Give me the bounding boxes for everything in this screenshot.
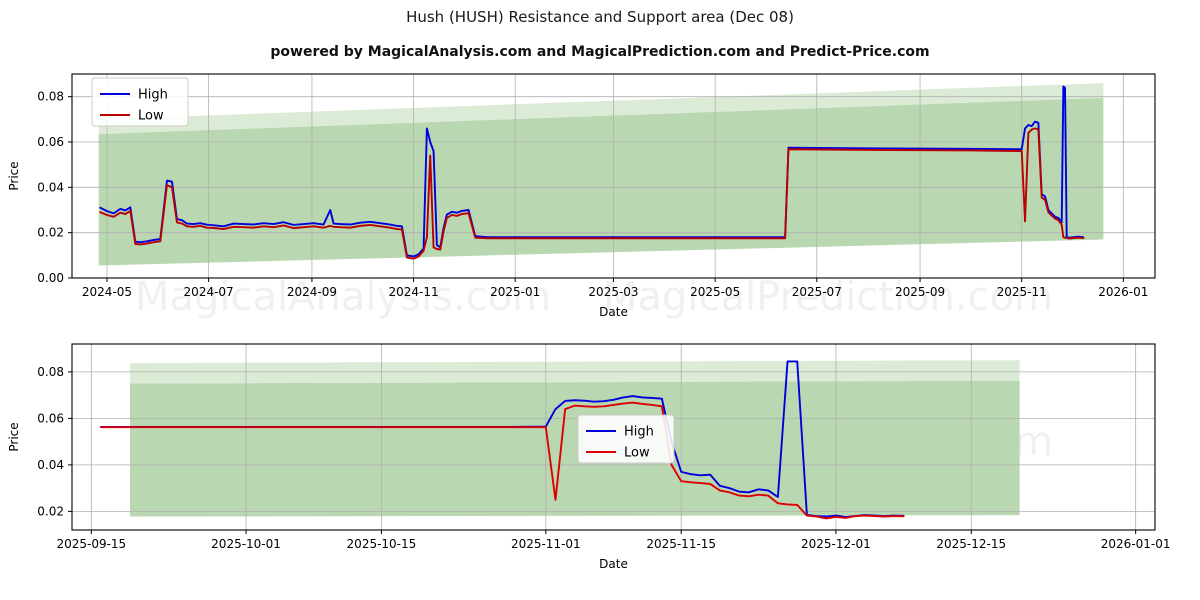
y-tick-label: 0.02 <box>37 226 64 240</box>
band-resistance-support-main <box>130 380 1020 517</box>
x-tick-label: 2025-10-15 <box>347 537 417 551</box>
y-tick-label: 0.06 <box>37 135 64 149</box>
x-axis-label: Date <box>599 305 628 319</box>
legend: High Low <box>577 414 675 464</box>
legend-label-low: Low <box>624 446 650 461</box>
band-layer <box>130 360 1020 517</box>
x-tick-label: 2026-01-01 <box>1101 537 1171 551</box>
y-axis-label: Price <box>7 161 21 190</box>
axis-layer: 0.00 0.02 0.04 0.06 0.08 2024-05 2024-07 2024-0… <box>7 90 1148 319</box>
x-tick-label: 2025-01 <box>490 285 540 299</box>
legend-label-high: High <box>624 425 654 440</box>
x-tick-label: 2025-03 <box>588 285 638 299</box>
x-tick-label: 2024-05 <box>82 285 132 299</box>
x-tick-label: 2025-05 <box>690 285 740 299</box>
x-tick-label: 2025-11 <box>997 285 1047 299</box>
watermark-text: MagicalAnalysis.com <box>135 274 551 320</box>
y-tick-label: 0.06 <box>37 411 64 425</box>
series-line-high <box>99 85 1085 258</box>
y-axis-label: Price <box>7 422 21 451</box>
series-line-high <box>100 360 905 518</box>
series-layer <box>100 360 905 520</box>
y-tick-label: 0.00 <box>37 271 64 285</box>
axis-layer: 0.02 0.04 0.06 0.08 2025-09-15 2025-10-01 2025… <box>7 365 1171 571</box>
y-tick-label: 0.02 <box>37 504 64 518</box>
plot-frame <box>71 343 1156 531</box>
legend-label-low: Low <box>138 109 164 124</box>
x-tick-label: 2024-11 <box>388 285 438 299</box>
lower-chart: MagicalAnalysis.comMagicalPrediction.com… <box>7 343 1171 571</box>
series-line-low <box>99 127 1085 260</box>
x-tick-label: 2025-07 <box>792 285 842 299</box>
y-tick-label: 0.08 <box>37 90 64 104</box>
legend-label-high: High <box>138 88 168 103</box>
y-tick-label: 0.08 <box>37 365 64 379</box>
page-subtitle: powered by MagicalAnalysis.com and Magic… <box>270 44 930 60</box>
x-tick-label: 2025-10-01 <box>211 537 281 551</box>
series-layer <box>99 85 1085 260</box>
band-resistance-support-upper <box>98 83 1104 135</box>
series-line-low <box>100 401 905 520</box>
watermark-text: MagicalPrediction.com <box>603 274 1053 320</box>
x-tick-label: 2024-09 <box>287 285 337 299</box>
x-axis-label: Date <box>599 557 628 571</box>
x-tick-label: 2025-12-15 <box>936 537 1006 551</box>
x-tick-label: 2025-09 <box>895 285 945 299</box>
page-title: Hush (HUSH) Resistance and Support area … <box>406 8 794 26</box>
x-tick-label: 2025-12-01 <box>801 537 871 551</box>
upper-chart: MagicalAnalysis.com MagicalPrediction.com… <box>7 73 1156 320</box>
legend: High Low <box>91 77 189 127</box>
x-tick-label: 2025-09-15 <box>56 537 126 551</box>
y-tick-label: 0.04 <box>37 180 64 194</box>
x-tick-label: 2025-11-01 <box>511 537 581 551</box>
x-tick-label: 2024-07 <box>184 285 234 299</box>
x-tick-label: 2025-11-15 <box>646 537 716 551</box>
x-tick-label: 2026-01 <box>1098 285 1148 299</box>
y-tick-label: 0.04 <box>37 458 64 472</box>
